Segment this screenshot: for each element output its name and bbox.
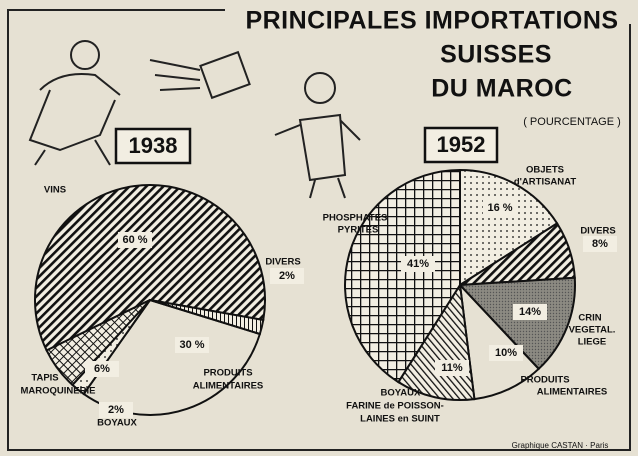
value-label: 41% — [407, 258, 429, 270]
category-label: BOYAUX- — [381, 388, 424, 399]
value-label: 30 % — [179, 339, 204, 351]
cartoon — [30, 41, 360, 198]
value-label: 2% — [279, 270, 295, 282]
category-label: PRODUITS — [520, 375, 569, 386]
category-label: DIVERS — [580, 226, 615, 237]
chart-title: 1952 — [437, 132, 486, 157]
category-label: ALIMENTAIRES — [193, 381, 264, 392]
value-label: 11% — [441, 362, 463, 374]
title-line: DU MAROC — [431, 75, 573, 103]
infographic: PRINCIPALES IMPORTATIONS SUISSES DU MARO… — [0, 0, 638, 456]
subtitle: ( POURCENTAGE ) — [523, 116, 621, 128]
category-label: BOYAUX — [97, 418, 137, 429]
category-label: TAPIS — [31, 373, 58, 384]
value-label: 2% — [108, 404, 124, 416]
category-label: MAROQUINERIE — [21, 386, 96, 397]
title-line: SUISSES — [440, 41, 552, 69]
value-label: 16 % — [487, 202, 512, 214]
value-label: 14% — [519, 306, 541, 318]
category-label: LIEGE — [578, 337, 607, 348]
category-label: ALIMENTAIRES — [537, 387, 608, 398]
category-label: CRIN — [578, 313, 601, 324]
value-label: 60 % — [122, 234, 147, 246]
title-line: PRINCIPALES IMPORTATIONS — [245, 7, 618, 35]
category-label: VINS — [44, 185, 66, 196]
category-label: d'ARTISANAT — [514, 177, 576, 188]
category-label: FARINE de POISSON- — [346, 401, 444, 412]
category-label: OBJETS — [526, 165, 564, 176]
chart-title: 1938 — [129, 133, 178, 158]
value-label: 8% — [592, 238, 608, 250]
value-label: 6% — [94, 363, 110, 375]
category-label: VEGETAL. — [569, 325, 616, 336]
category-label: PYRITES — [338, 225, 379, 236]
value-label: 10% — [495, 347, 517, 359]
category-label: PHOSPHATES — [323, 213, 388, 224]
category-label: LAINES en SUINT — [360, 414, 440, 425]
category-label: DIVERS — [265, 257, 300, 268]
credit: Graphique CASTAN · Paris — [512, 441, 609, 450]
category-label: PRODUITS — [203, 368, 252, 379]
